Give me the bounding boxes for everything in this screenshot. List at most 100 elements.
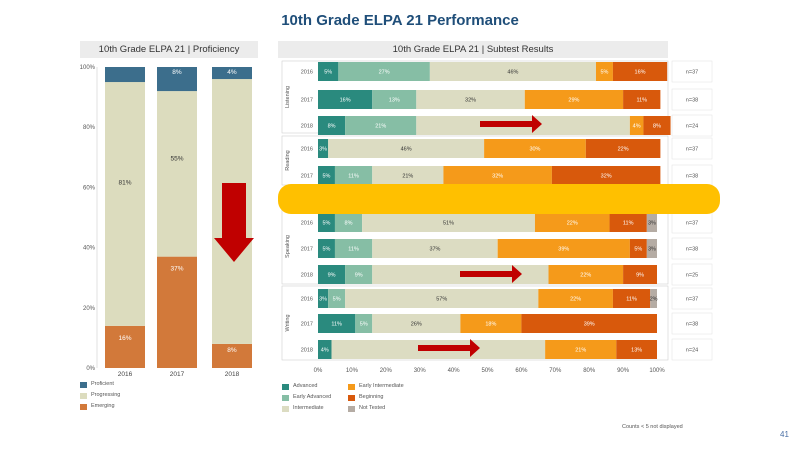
segment-label: 11% — [636, 98, 647, 104]
x-tick-label: 2017 — [170, 371, 185, 378]
legend-item: Beginning — [348, 394, 383, 402]
segment-label: 37% — [429, 247, 440, 253]
segment-label: 5% — [333, 297, 341, 303]
right-arrow-icon — [418, 339, 480, 357]
subtest-group-label: Listening — [285, 86, 291, 108]
legend-label: Progressing — [91, 392, 121, 398]
segment-beginning — [629, 239, 647, 258]
segment-label: 32% — [465, 98, 476, 104]
segment-label: 32% — [601, 174, 612, 180]
segment-beginning — [551, 166, 661, 185]
segment-label: 22% — [580, 273, 591, 279]
segment-label: 9% — [328, 273, 336, 279]
segment-label: 8% — [328, 124, 336, 130]
legend-item: Advanced — [282, 383, 317, 391]
segment-label: 26% — [411, 322, 422, 328]
n-count-label: n=37 — [686, 147, 698, 153]
bar-emerging-2016 — [105, 325, 145, 368]
row-year-label: 2018 — [301, 124, 313, 130]
data-label: 55% — [170, 156, 183, 163]
segment-label: 3% — [648, 221, 656, 227]
segment-label: 27% — [379, 70, 390, 76]
segment-label: 13% — [389, 98, 400, 104]
segment-early-advanced — [334, 239, 373, 258]
segment-label: 5% — [322, 221, 330, 227]
footnote: Counts < 5 not displayed — [622, 424, 683, 430]
n-count-box — [671, 60, 713, 83]
n-count-label: n=24 — [686, 348, 698, 354]
legend-label: Beginning — [359, 394, 384, 400]
legend-label: Advanced — [293, 383, 318, 389]
n-count-label: n=38 — [686, 322, 698, 328]
legend-swatch — [348, 383, 355, 390]
subtest-group-label: Writing — [285, 314, 291, 331]
segment-early-advanced — [372, 90, 417, 109]
segment-label: 2% — [650, 297, 658, 303]
n-count-label: n=37 — [686, 221, 698, 227]
row-year-label: 2016 — [301, 297, 313, 303]
segment-early-intermediate — [545, 340, 617, 359]
data-label: 8% — [172, 69, 182, 76]
segment-label: 11% — [623, 221, 634, 227]
right-arrow-icon — [480, 115, 542, 133]
segment-label: 5% — [322, 174, 330, 180]
segment-early-advanced — [334, 166, 373, 185]
segment-label: 16% — [340, 98, 351, 104]
proficiency-chart-title: 10th Grade ELPA 21 | Proficiency — [80, 41, 258, 58]
bar-proficient-2016 — [105, 67, 145, 83]
segment-advanced — [318, 166, 335, 185]
n-count-box — [671, 263, 713, 286]
x-tick-label: 0% — [314, 368, 323, 374]
n-count-box — [671, 114, 713, 137]
segment-label: 22% — [618, 147, 629, 153]
x-tick-label: 70% — [549, 368, 562, 374]
segment-label: 3% — [648, 247, 656, 253]
legend-label: Proficient — [91, 381, 114, 387]
legend-swatch — [348, 405, 355, 412]
segment-label: 51% — [443, 221, 454, 227]
data-label: 8% — [227, 347, 237, 354]
n-count-box — [671, 312, 713, 335]
segment-early-advanced — [334, 213, 363, 232]
x-tick-label: 2018 — [225, 371, 240, 378]
segment-label: 46% — [401, 147, 412, 153]
highlight-band — [278, 184, 720, 214]
segment-beginning — [643, 116, 671, 135]
legend-item: Proficient — [80, 381, 114, 389]
legend-swatch — [80, 403, 87, 410]
row-year-label: 2018 — [301, 348, 313, 354]
n-count-label: n=37 — [686, 297, 698, 303]
row-year-label: 2016 — [301, 70, 313, 76]
legend-label: Intermediate — [293, 405, 324, 411]
segment-label: 5% — [322, 247, 330, 253]
segment-intermediate — [429, 62, 596, 81]
segment-label: 21% — [375, 124, 386, 130]
segment-label: 18% — [485, 322, 496, 328]
n-count-box — [671, 137, 713, 160]
segment-intermediate — [372, 239, 498, 258]
x-tick-label: 60% — [515, 368, 528, 374]
segment-early-intermediate — [484, 139, 586, 158]
bar-progressing-2016 — [105, 82, 145, 326]
n-count-label: n=38 — [686, 247, 698, 253]
row-year-label: 2017 — [301, 247, 313, 253]
segment-not-tested — [650, 289, 657, 308]
x-tick-label: 10% — [346, 368, 359, 374]
segment-label: 3% — [319, 297, 327, 303]
data-label: 4% — [227, 69, 237, 76]
subtest-chart-title: 10th Grade ELPA 21 | Subtest Results — [278, 41, 668, 58]
segment-label: 3% — [319, 147, 327, 153]
page-number: 41 — [780, 430, 789, 439]
y-tick-label: 80% — [83, 125, 96, 131]
n-count-box — [671, 88, 713, 111]
segment-beginning — [612, 62, 668, 81]
segment-label: 11% — [348, 247, 359, 253]
segment-label: 29% — [568, 98, 579, 104]
segment-intermediate — [416, 90, 525, 109]
y-tick-label: 0% — [86, 366, 95, 372]
segment-label: 32% — [492, 174, 503, 180]
segment-beginning — [585, 139, 661, 158]
segment-advanced — [318, 213, 335, 232]
n-count-label: n=38 — [686, 174, 698, 180]
